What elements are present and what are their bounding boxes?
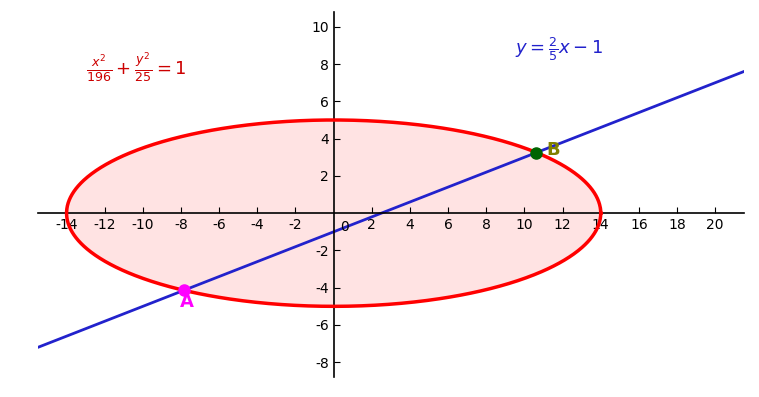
Text: B: B bbox=[546, 141, 559, 159]
Text: $y = \frac{2}{5}x - 1$: $y = \frac{2}{5}x - 1$ bbox=[515, 35, 603, 63]
Text: $\frac{x^2}{196} + \frac{y^2}{25} = 1$: $\frac{x^2}{196} + \frac{y^2}{25} = 1$ bbox=[86, 51, 186, 85]
Polygon shape bbox=[67, 120, 600, 306]
Text: 0: 0 bbox=[340, 220, 349, 234]
Text: A: A bbox=[180, 293, 194, 311]
